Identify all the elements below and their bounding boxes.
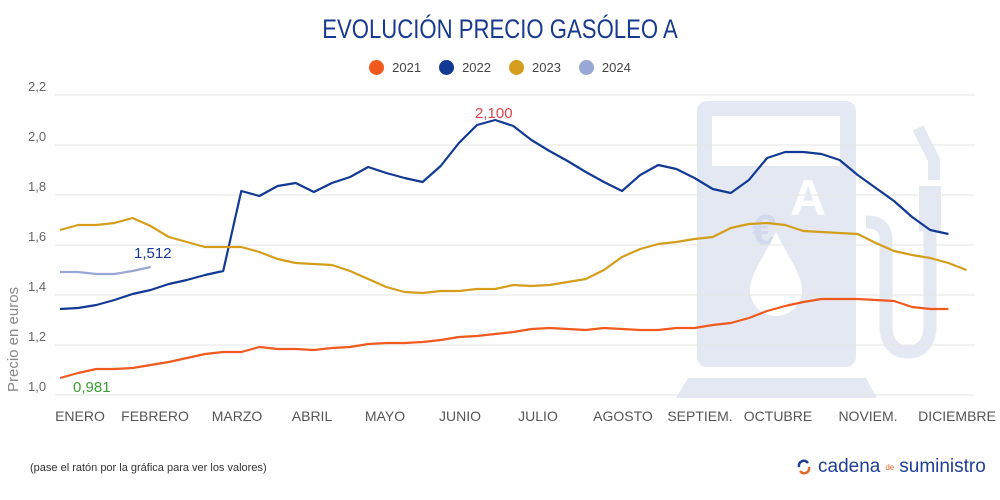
series-line-2021[interactable] bbox=[59, 297, 949, 380]
x-tick-label: SEPTIEM. bbox=[667, 408, 732, 424]
legend-item-2021[interactable]: 2021 bbox=[369, 60, 421, 75]
legend-swatch-2021 bbox=[369, 60, 385, 75]
brand-logo: cadena de suministro bbox=[795, 456, 986, 478]
y-tick-label: 2,0 bbox=[28, 129, 46, 144]
refresh-arrows-logo-icon bbox=[797, 459, 811, 475]
legend-swatch-2023 bbox=[509, 60, 524, 75]
x-axis: ENERO FEBRERO MARZO ABRIL MAYO JUNIO JULIO AGOS… bbox=[55, 408, 996, 424]
legend-item-2022[interactable]: 2022 bbox=[439, 60, 491, 75]
x-tick-label: OCTUBRE bbox=[744, 408, 812, 424]
x-tick-label: JULIO bbox=[518, 408, 558, 424]
brand-part2: de bbox=[885, 462, 895, 472]
series-line-2022[interactable] bbox=[59, 118, 949, 311]
legend-label-2023: 2023 bbox=[532, 60, 561, 75]
grid bbox=[55, 94, 975, 396]
legend-label-2021: 2021 bbox=[392, 60, 422, 75]
x-tick-label: AGOSTO bbox=[593, 408, 653, 424]
series-line-2023[interactable] bbox=[59, 216, 967, 295]
x-tick-label: MAYO bbox=[365, 408, 405, 424]
y-tick-label: 1,0 bbox=[28, 379, 46, 394]
series-line-2024[interactable] bbox=[60, 265, 151, 276]
y-tick-label: 1,4 bbox=[28, 279, 46, 294]
x-tick-label: ABRIL bbox=[292, 408, 333, 424]
chart-title: EVOLUCIÓN PRECIO GASÓLEO A bbox=[322, 14, 678, 44]
legend-label-2024: 2024 bbox=[601, 60, 631, 75]
x-tick-label: FEBRERO bbox=[121, 408, 189, 424]
x-tick-label: MARZO bbox=[212, 408, 263, 424]
line-chart[interactable]: A € 1,0 1,2 1,4 1,6 1,8 2,0 2,2 ENERO FEBRERO MA… bbox=[0, 0, 1000, 440]
annotation-max-2022: 2,100 bbox=[475, 105, 513, 122]
y-tick-label: 1,8 bbox=[28, 179, 46, 194]
fuel-pump-icon: A € bbox=[676, 101, 941, 398]
x-tick-label: JUNIO bbox=[439, 408, 481, 424]
legend: 2021 2022 2023 2024 bbox=[0, 60, 1000, 75]
y-axis: 1,0 1,2 1,4 1,6 1,8 2,0 2,2 bbox=[28, 79, 46, 394]
y-tick-label: 1,6 bbox=[28, 229, 46, 244]
y-tick-label: 1,2 bbox=[28, 329, 46, 344]
legend-swatch-2022 bbox=[439, 60, 455, 75]
brand-part1: cadena bbox=[818, 456, 881, 477]
x-tick-label: DICIEMBRE bbox=[918, 408, 996, 424]
x-tick-label: ENERO bbox=[55, 408, 105, 424]
footnote: (pase el ratón por la gráfica para ver l… bbox=[30, 462, 267, 474]
y-tick-label: 2,2 bbox=[28, 79, 46, 94]
x-tick-label: NOVIEM. bbox=[838, 408, 897, 424]
brand-part3: suministro bbox=[899, 456, 986, 477]
legend-label-2022: 2022 bbox=[462, 60, 491, 75]
legend-item-2023[interactable]: 2023 bbox=[509, 60, 561, 75]
legend-item-2024[interactable]: 2024 bbox=[578, 60, 631, 75]
annotation-min-2021: 0,981 bbox=[73, 379, 111, 396]
y-axis-title: Precio en euros bbox=[5, 287, 22, 392]
annotation-last-2024: 1,512 bbox=[134, 245, 172, 262]
legend-swatch-2024 bbox=[578, 60, 594, 75]
series-lines bbox=[59, 118, 967, 380]
svg-text:A: A bbox=[790, 170, 826, 226]
